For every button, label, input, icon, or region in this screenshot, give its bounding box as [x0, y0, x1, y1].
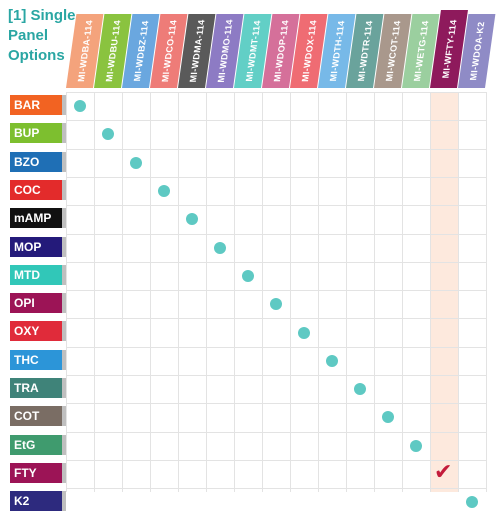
grid-line-horizontal: [66, 233, 486, 235]
option-marker-dot: [102, 128, 114, 141]
grid-line-horizontal: [66, 261, 486, 263]
column-header-label: MI-WCOT-114: [383, 20, 402, 82]
panel-title: [1] Single Panel Options: [8, 6, 76, 66]
row-label: COT: [10, 406, 66, 427]
grid-line-vertical: [66, 92, 67, 492]
column-header-label: MI-WDBA-114: [75, 20, 95, 82]
grid-line-horizontal: [66, 318, 486, 320]
grid-line-horizontal: [66, 375, 486, 376]
option-marker-dot: [130, 156, 142, 169]
column-header-label: MI-WDOA-K2: [467, 21, 486, 81]
column-header-label: MI-WFTY-114: [439, 19, 459, 79]
grid-line-vertical: [374, 92, 375, 492]
column-header-label: MI-WDOP-114: [271, 20, 291, 82]
option-marker-dot: [326, 354, 338, 367]
grid-line-vertical: [458, 92, 459, 492]
grid-line-vertical: [122, 92, 123, 492]
grid-line-vertical: [262, 92, 263, 492]
row-label: MTD: [10, 264, 66, 285]
row-label: BUP: [10, 123, 66, 144]
row-label: FTY: [10, 462, 66, 483]
option-marker-dot: [214, 241, 226, 254]
option-marker-dot: [74, 100, 86, 113]
grid-line-vertical: [402, 92, 403, 492]
row-label: BZO: [10, 151, 66, 172]
row-label: K2: [10, 491, 66, 511]
title-line-2: Panel: [8, 27, 49, 44]
column-header-label: MI-WDBZ-114: [131, 20, 150, 82]
row-label: COC: [10, 179, 66, 200]
column-header-label: MI-WDMT-114: [243, 20, 263, 82]
row-label: EtG: [10, 434, 66, 455]
row-label: OPI: [10, 293, 66, 314]
row-label: TRA: [10, 378, 66, 398]
checkmark-icon: ✔: [434, 460, 453, 486]
option-marker-dot: [466, 496, 478, 509]
option-marker-dot: [382, 411, 394, 424]
grid-line-horizontal: [66, 459, 486, 461]
option-marker-dot: [158, 185, 170, 198]
column-header-label: MI-WDBU-114: [103, 20, 123, 82]
grid-line-horizontal: [66, 403, 486, 405]
title-line-3: Options: [8, 47, 65, 64]
row-label: OXY: [10, 321, 66, 342]
option-marker-dot: [242, 269, 254, 282]
grid-line-horizontal: [66, 290, 486, 292]
highlight-column-bg: [430, 92, 458, 492]
row-label: BAR: [10, 95, 66, 115]
grid-line-horizontal: [66, 176, 486, 178]
option-marker-dot: [410, 439, 422, 452]
grid-line-vertical: [290, 92, 291, 492]
column-header-label: MI-WDMA-114: [187, 19, 207, 83]
grid-line-vertical: [94, 92, 95, 492]
grid-line-horizontal: [66, 92, 486, 93]
column-header-label: MI-WDTR-114: [355, 20, 374, 82]
grid-line-vertical: [178, 92, 179, 492]
grid-line-vertical: [234, 92, 235, 492]
grid-line-horizontal: [66, 488, 486, 490]
column-header-label: MI-WDMO-114: [215, 19, 235, 83]
grid-line-horizontal: [66, 120, 486, 122]
grid-line-horizontal: [66, 431, 486, 433]
grid-line-vertical: [486, 92, 487, 492]
column-header-label: MI-WDOX-114: [299, 20, 319, 82]
column-header-label: MI-WETG-114: [411, 20, 430, 82]
grid-line-vertical: [346, 92, 347, 492]
option-marker-dot: [186, 213, 198, 226]
option-marker-dot: [354, 383, 366, 396]
grid-line-vertical: [206, 92, 207, 492]
grid-line-vertical: [430, 92, 431, 492]
grid-line-vertical: [150, 92, 151, 492]
row-label: MOP: [10, 236, 66, 257]
grid-line-vertical: [318, 92, 319, 492]
column-header-label: MI-WDTH-114: [327, 20, 346, 82]
title-line-1: [1] Single: [8, 7, 76, 24]
column-header-label: MI-WDCO-114: [159, 19, 179, 83]
grid-line-horizontal: [66, 148, 486, 150]
option-marker-dot: [298, 326, 310, 339]
row-label: THC: [10, 349, 66, 370]
option-marker-dot: [270, 298, 282, 311]
row-label: mAMP: [10, 208, 66, 229]
grid-line-horizontal: [66, 346, 486, 348]
grid-line-horizontal: [66, 205, 486, 207]
